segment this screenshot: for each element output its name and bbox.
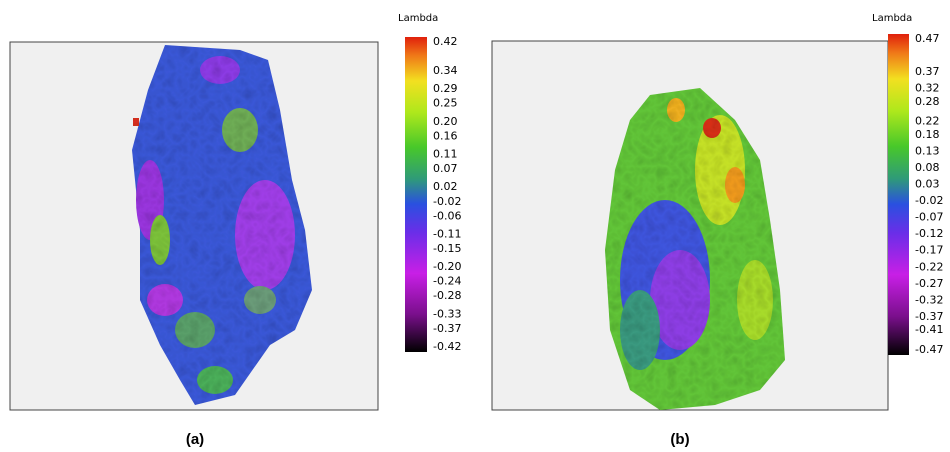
colorbar-tick-label: 0.07 bbox=[433, 162, 458, 175]
colorbar-tick-label: 0.32 bbox=[915, 82, 940, 95]
colorbar-tick-label: -0.33 bbox=[433, 307, 461, 320]
colorbar-label: Lambda bbox=[398, 13, 438, 24]
colorbar-tick-label: 0.16 bbox=[433, 129, 458, 142]
colorbar bbox=[888, 34, 909, 355]
caption: (a) bbox=[186, 431, 204, 448]
colorbar-tick-label: 0.28 bbox=[915, 95, 940, 108]
colorbar-tick-label: 0.11 bbox=[433, 148, 458, 161]
colorbar-tick-label: -0.22 bbox=[915, 260, 943, 273]
colorbar-tick-label: -0.28 bbox=[433, 289, 461, 302]
colorbar-tick-label: -0.11 bbox=[433, 227, 461, 240]
heatmap-b bbox=[605, 88, 785, 410]
heatmap-a bbox=[132, 45, 312, 405]
colorbar-tick-label: 0.18 bbox=[915, 128, 940, 141]
colorbar bbox=[405, 37, 427, 352]
colorbar-tick-label: -0.37 bbox=[915, 310, 943, 323]
colorbar-tick-label: -0.24 bbox=[433, 275, 461, 288]
colorbar-tick-label: -0.15 bbox=[433, 242, 461, 255]
colorbar-tick-label: -0.41 bbox=[915, 323, 943, 336]
colorbar-tick-label: 0.13 bbox=[915, 144, 940, 157]
colorbar-tick-label: -0.27 bbox=[915, 277, 943, 290]
colorbar-tick-label: 0.20 bbox=[433, 115, 458, 128]
colorbar-tick-label: -0.42 bbox=[433, 340, 461, 353]
colorbar-tick-label: -0.20 bbox=[433, 260, 461, 273]
caption: (b) bbox=[670, 431, 689, 448]
colorbar-tick-label: -0.02 bbox=[915, 194, 943, 207]
colorbar-tick-label: 0.47 bbox=[915, 32, 940, 45]
colorbar-tick-label: -0.07 bbox=[915, 211, 943, 224]
colorbar-tick-label: 0.34 bbox=[433, 64, 458, 77]
colorbar-tick-label: 0.42 bbox=[433, 35, 458, 48]
colorbar-tick-label: -0.32 bbox=[915, 293, 943, 306]
colorbar-tick-label: 0.08 bbox=[915, 161, 940, 174]
colorbar-tick-label: 0.03 bbox=[915, 178, 940, 191]
colorbar-tick-label: 0.22 bbox=[915, 115, 940, 128]
colorbar-tick-label: -0.02 bbox=[433, 195, 461, 208]
colorbar-tick-label: 0.02 bbox=[433, 180, 458, 193]
colorbar-tick-label: -0.47 bbox=[915, 343, 943, 356]
colorbar-tick-label: -0.17 bbox=[915, 244, 943, 257]
colorbar-label: Lambda bbox=[872, 13, 912, 24]
colorbar-tick-label: 0.25 bbox=[433, 97, 458, 110]
colorbar-tick-label: -0.12 bbox=[915, 227, 943, 240]
colorbar-tick-label: -0.37 bbox=[433, 322, 461, 335]
colorbar-tick-label: 0.29 bbox=[433, 82, 458, 95]
colorbar-tick-label: -0.06 bbox=[433, 209, 461, 222]
colorbar-tick-label: 0.37 bbox=[915, 65, 940, 78]
